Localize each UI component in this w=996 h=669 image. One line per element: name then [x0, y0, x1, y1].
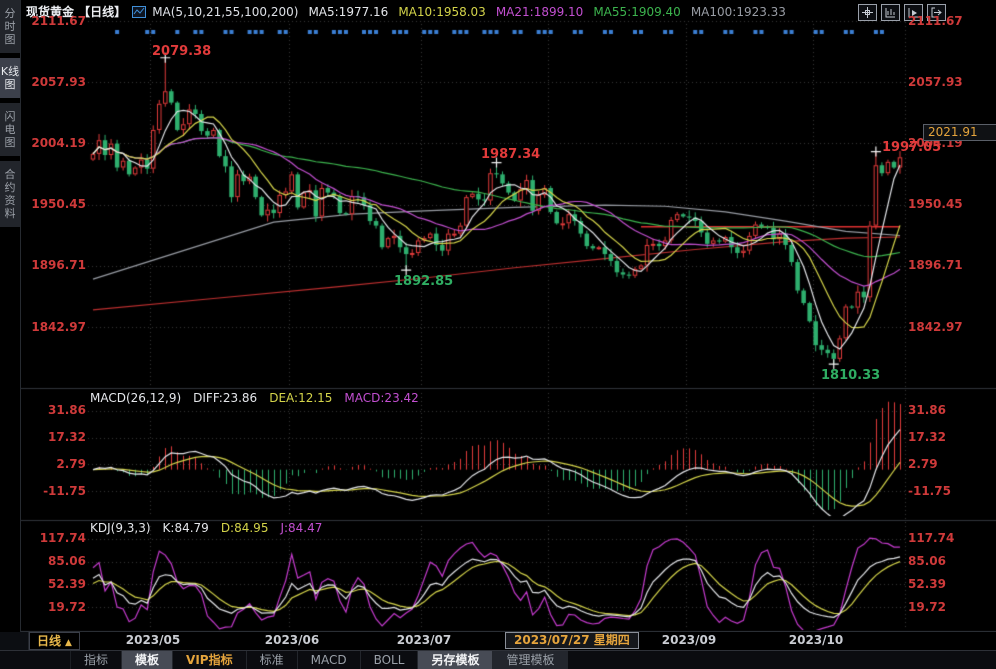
kdj-axis-left: 19.72	[48, 600, 86, 614]
x-axis-row: 日线 ▲ 2023/05 2023/06 2023/07 2023/09 2023…	[0, 632, 996, 650]
ma10-value: MA10:1958.03	[398, 5, 486, 19]
axis-scale-icon[interactable]	[881, 4, 900, 21]
kdj-axis-left: 117.74	[39, 531, 86, 545]
macd-axis-left: 17.32	[48, 430, 86, 444]
price-label-right: 2057.93	[908, 75, 963, 89]
period-arrow-icon: ▲	[65, 638, 72, 648]
price-label-left: 1842.97	[31, 320, 86, 334]
sidebar-item-contract-info[interactable]: 合约资料	[0, 161, 20, 227]
chart-toolbar-icons	[858, 4, 946, 21]
play-forward-icon[interactable]	[904, 4, 923, 21]
macd-dea-value: DEA:12.15	[269, 391, 333, 405]
macd-axis-left: 31.86	[48, 403, 86, 417]
annotation-high-1997: 1997.05	[882, 140, 942, 155]
annotation-high-1987: 1987.34	[481, 147, 541, 162]
macd-axis-right: -11.75	[908, 484, 951, 498]
kdj-axis-right: 85.06	[908, 554, 946, 568]
tab-macd[interactable]: MACD	[298, 651, 361, 669]
price-label-left: 2111.67	[31, 14, 86, 28]
macd-axis-left: 2.79	[56, 457, 86, 471]
current-price-badge: 2021.91	[923, 124, 996, 141]
kdj-axis-left: 85.06	[48, 554, 86, 568]
macd-macd-value: MACD:23.42	[344, 391, 419, 405]
macd-diff-value: DIFF:23.86	[193, 391, 258, 405]
price-label-right: 1950.45	[908, 197, 963, 211]
period-selector[interactable]: 日线 ▲	[29, 632, 80, 650]
tab-standard[interactable]: 标准	[247, 651, 298, 669]
ma100-value: MA100:1923.33	[690, 5, 786, 19]
annotation-low-1892: 1892.85	[394, 274, 454, 289]
chart-header: 现货黄金 【日线】 MA(5,10,21,55,100,200) MA5:1977.…	[26, 3, 796, 21]
tab-save-template[interactable]: 另存模板	[418, 651, 494, 669]
instrument-title: 现货黄金 【日线】	[26, 5, 127, 19]
macd-axis-right: 31.86	[908, 403, 946, 417]
sidebar: 分时图 K线图 闪电图 合约资料	[0, 0, 21, 632]
tab-templates[interactable]: 模板	[122, 651, 174, 669]
ma55-value: MA55:1909.40	[593, 5, 681, 19]
axis-corner-cell	[0, 632, 29, 650]
kdj-axis-right: 117.74	[908, 531, 955, 545]
crosshair-tool-icon[interactable]	[858, 4, 877, 21]
price-label-left: 1950.45	[31, 197, 86, 211]
annotation-high-2079: 2079.38	[152, 44, 212, 59]
sidebar-item-kline-chart[interactable]: K线图	[0, 58, 20, 98]
line-chart-icon	[132, 6, 147, 21]
price-label-left: 1896.71	[31, 258, 86, 272]
tab-indicators[interactable]: 指标	[71, 651, 123, 669]
macd-axis-right: 2.79	[908, 457, 938, 471]
price-label-left: 2057.93	[31, 75, 86, 89]
kdj-name: KDJ(9,3,3)	[90, 521, 151, 535]
ma5-value: MA5:1977.16	[308, 5, 389, 19]
kdj-panel-header: KDJ(9,3,3) K:84.79 D:84.95 J:84.47	[90, 521, 334, 535]
date-label: 2023/07	[396, 633, 452, 647]
tab-vip-indicators[interactable]: VIP指标	[173, 651, 247, 669]
kdj-axis-right: 19.72	[908, 600, 946, 614]
annotation-low-1810: 1810.33	[821, 368, 881, 383]
sidebar-item-lightning-chart[interactable]: 闪电图	[0, 103, 20, 156]
price-label-left: 2004.19	[31, 136, 86, 150]
date-label: 2023/10	[788, 633, 844, 647]
bottom-toolbar: 指标 模板 VIP指标 标准 MACD BOLL 另存模板 管理模板	[0, 650, 996, 669]
sidebar-item-time-chart[interactable]: 分时图	[0, 0, 20, 53]
kdj-k-value: K:84.79	[162, 521, 209, 535]
toolbar-spacer	[0, 651, 71, 669]
macd-axis-left: -11.75	[43, 484, 86, 498]
kdj-axis-right: 52.39	[908, 577, 946, 591]
pop-out-icon[interactable]	[927, 4, 946, 21]
macd-name: MACD(26,12,9)	[90, 391, 182, 405]
macd-axis-right: 17.32	[908, 430, 946, 444]
price-label-right: 1896.71	[908, 258, 963, 272]
ma21-value: MA21:1899.10	[495, 5, 584, 19]
crosshair-date-badge: 2023/07/27 星期四	[505, 632, 639, 649]
tab-manage-templates[interactable]: 管理模板	[493, 651, 569, 669]
tab-boll[interactable]: BOLL	[361, 651, 419, 669]
kdj-axis-left: 52.39	[48, 577, 86, 591]
price-label-right: 1842.97	[908, 320, 963, 334]
date-label: 2023/09	[661, 633, 717, 647]
date-label: 2023/06	[264, 633, 320, 647]
kdj-d-value: D:84.95	[220, 521, 269, 535]
ma-group-label: MA(5,10,21,55,100,200)	[152, 5, 299, 19]
price-label-right: 2111.67	[908, 14, 963, 28]
kdj-j-value: J:84.47	[280, 521, 323, 535]
macd-panel-header: MACD(26,12,9) DIFF:23.86 DEA:12.15 MACD:23.…	[90, 391, 431, 405]
date-label: 2023/05	[125, 633, 181, 647]
